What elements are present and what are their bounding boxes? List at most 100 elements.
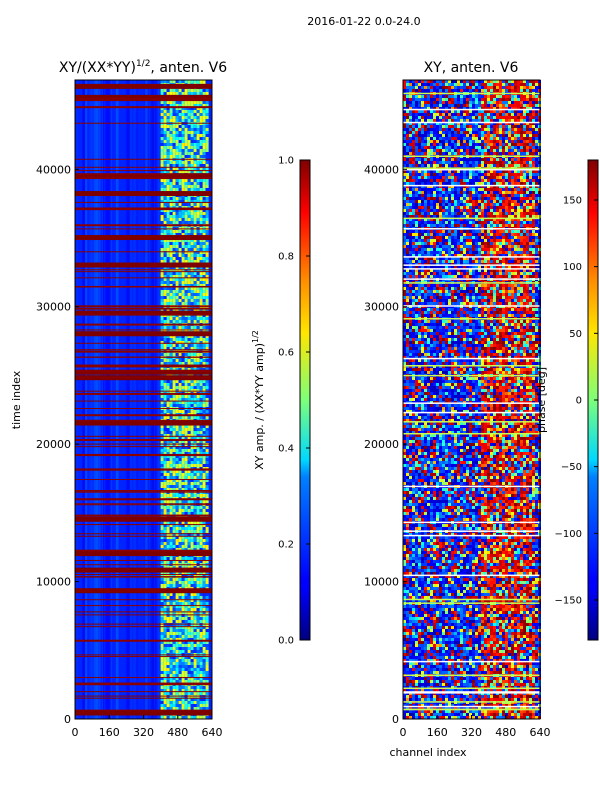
amplitude-cell (169, 506, 173, 509)
amplitude-cell (166, 605, 170, 608)
amplitude-cell (190, 401, 194, 404)
amplitude-saturated-row (75, 350, 212, 353)
phase-cell (490, 149, 493, 152)
amplitude-cell (184, 233, 188, 236)
amplitude-cell (199, 338, 203, 341)
amplitude-cell (196, 707, 200, 710)
phase-cell (466, 101, 469, 104)
phase-cell (403, 158, 406, 161)
amplitude-cell (205, 281, 209, 284)
phase-cell (445, 128, 448, 131)
phase-cell (409, 146, 412, 149)
amplitude-cell (169, 260, 173, 263)
amplitude-cell (169, 254, 173, 257)
amplitude-cell (202, 530, 206, 533)
amplitude-texture (91, 80, 94, 719)
phase-cell (442, 128, 445, 131)
phase-cell (445, 143, 448, 146)
phase-cell (523, 137, 526, 140)
amplitude-cell (169, 527, 173, 530)
amplitude-x-tick-label: 640 (202, 726, 223, 739)
amplitude-saturated-row (75, 438, 212, 441)
phase-cell (514, 149, 517, 152)
amplitude-cell (190, 473, 194, 476)
amplitude-cell (196, 296, 200, 299)
amplitude-cell (187, 605, 191, 608)
amplitude-cell (199, 578, 203, 581)
amplitude-cell (181, 632, 185, 635)
amplitude-cell (160, 440, 164, 443)
amplitude-cell (163, 272, 167, 275)
amplitude-cell (181, 599, 185, 602)
phase-cell (406, 158, 409, 161)
amplitude-cell (163, 251, 167, 254)
amplitude-cell (175, 452, 179, 455)
amplitude-cell (193, 593, 197, 596)
amplitude-cell (175, 344, 179, 347)
amplitude-cell (187, 131, 191, 134)
amplitude-cell (190, 197, 194, 200)
amplitude-cell (172, 143, 176, 146)
amplitude-cell (175, 143, 179, 146)
amplitude-cell (199, 638, 203, 641)
phase-cell (520, 149, 523, 152)
amplitude-cell (202, 584, 206, 587)
amplitude-cell (190, 149, 194, 152)
amplitude-cell (163, 320, 167, 323)
amplitude-cell (163, 119, 167, 122)
amplitude-cell (163, 293, 167, 296)
amplitude-cell (163, 182, 167, 185)
amplitude-cell (187, 344, 191, 347)
amplitude-cell (181, 341, 185, 344)
amplitude-cell (166, 404, 170, 407)
amplitude-cell (181, 329, 185, 332)
amplitude-cell (172, 398, 176, 401)
amplitude-cell (184, 452, 188, 455)
amplitude-cell (163, 245, 167, 248)
amplitude-cell (172, 452, 176, 455)
amplitude-cell (190, 659, 194, 662)
amplitude-cell (193, 359, 197, 362)
phase-cell (421, 83, 424, 86)
phase-cell (409, 80, 412, 83)
amplitude-cell (178, 257, 182, 260)
phase-cell (520, 116, 523, 119)
amplitude-cell (178, 650, 182, 653)
amplitude-cell (193, 428, 197, 431)
phase-cell (430, 164, 433, 167)
amplitude-cell (163, 524, 167, 527)
amplitude-cell (163, 638, 167, 641)
amplitude-cell (160, 500, 164, 503)
amplitude-cell (172, 245, 176, 248)
phase-cell (433, 98, 436, 101)
amplitude-cell (163, 170, 167, 173)
amplitude-cell (202, 119, 206, 122)
phase-cell (517, 86, 520, 89)
phase-cell (427, 146, 430, 149)
amplitude-cell (205, 113, 209, 116)
phase-cell (433, 95, 436, 98)
amplitude-cell (166, 626, 170, 629)
amplitude-cell (190, 521, 194, 524)
phase-cell (523, 122, 526, 125)
amplitude-cell (202, 686, 206, 689)
amplitude-cell (166, 665, 170, 668)
amplitude-saturated-row (75, 535, 212, 537)
amplitude-cell (160, 401, 164, 404)
amplitude-cell (202, 473, 206, 476)
phase-cell (535, 104, 538, 107)
phase-cell (535, 116, 538, 119)
phase-cell (487, 80, 490, 83)
phase-cell (481, 107, 484, 110)
amplitude-cell (187, 245, 191, 248)
phase-cell (454, 113, 457, 116)
phase-cell (481, 83, 484, 86)
amplitude-cell (205, 662, 209, 665)
phase-cell (535, 125, 538, 128)
amplitude-cell (202, 428, 206, 431)
amplitude-cell (172, 698, 176, 701)
phase-cell (505, 86, 508, 89)
amplitude-texture (122, 80, 124, 719)
amplitude-cell (181, 533, 185, 536)
amplitude-cell (172, 527, 176, 530)
